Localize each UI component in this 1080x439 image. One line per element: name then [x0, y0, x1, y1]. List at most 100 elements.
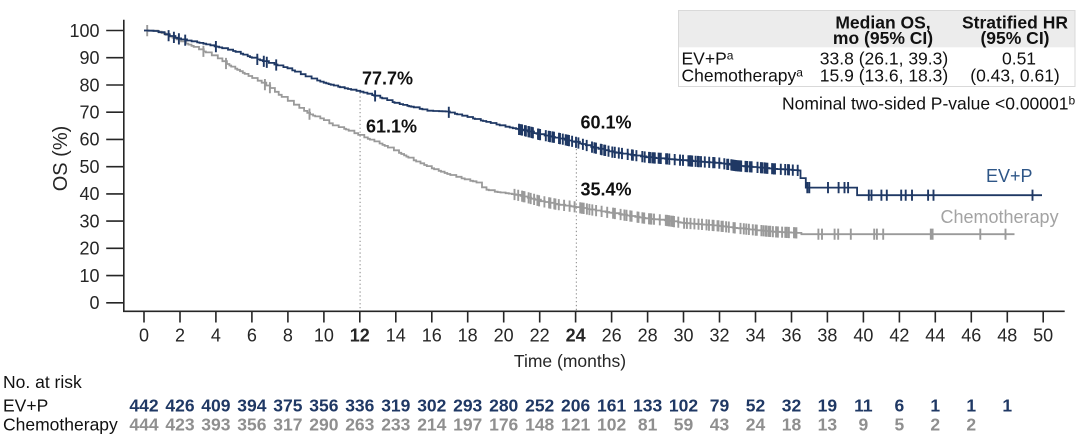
svg-text:102: 102: [597, 415, 626, 435]
svg-text:50: 50: [79, 157, 99, 177]
svg-text:26: 26: [602, 326, 622, 346]
svg-text:18: 18: [782, 415, 802, 435]
svg-text:176: 176: [489, 415, 518, 435]
svg-text:9: 9: [859, 415, 869, 435]
svg-text:252: 252: [525, 396, 554, 416]
svg-text:30: 30: [673, 326, 693, 346]
svg-text:20: 20: [79, 239, 99, 259]
svg-text:Time (months): Time (months): [514, 351, 626, 371]
svg-text:40: 40: [853, 326, 873, 346]
svg-text:133: 133: [633, 396, 662, 416]
svg-text:46: 46: [961, 326, 981, 346]
svg-text:11: 11: [854, 396, 873, 416]
svg-text:233: 233: [381, 415, 410, 435]
svg-text:70: 70: [79, 103, 99, 123]
svg-text:426: 426: [165, 396, 194, 416]
svg-text:24: 24: [746, 415, 766, 435]
svg-text:206: 206: [561, 396, 590, 416]
svg-text:Nominal two-sided P-value <0.0: Nominal two-sided P-value <0.00001b: [782, 94, 1076, 114]
svg-text:356: 356: [309, 396, 338, 416]
svg-text:36: 36: [781, 326, 801, 346]
svg-text:33.8 (26.1, 39.3): 33.8 (26.1, 39.3): [820, 49, 948, 69]
svg-text:280: 280: [489, 396, 518, 416]
svg-text:60.1%: 60.1%: [581, 113, 632, 133]
svg-text:Median OS,: Median OS,: [835, 13, 930, 33]
svg-text:No. at risk: No. at risk: [3, 372, 82, 392]
svg-text:6: 6: [895, 396, 905, 416]
svg-text:38: 38: [817, 326, 837, 346]
svg-text:10: 10: [79, 266, 99, 286]
svg-text:263: 263: [345, 415, 374, 435]
svg-text:43: 43: [710, 415, 730, 435]
svg-text:423: 423: [165, 415, 194, 435]
svg-text:5: 5: [895, 415, 905, 435]
svg-text:22: 22: [530, 326, 550, 346]
svg-text:50: 50: [1033, 326, 1053, 346]
svg-text:60: 60: [79, 130, 99, 150]
svg-text:32: 32: [709, 326, 729, 346]
svg-text:42: 42: [889, 326, 909, 346]
svg-text:35.4%: 35.4%: [581, 180, 632, 200]
svg-text:293: 293: [453, 396, 482, 416]
svg-text:12: 12: [350, 326, 370, 346]
svg-text:444: 444: [129, 415, 158, 435]
svg-text:(0.43, 0.61): (0.43, 0.61): [970, 66, 1060, 86]
svg-text:15.9 (13.6, 18.3): 15.9 (13.6, 18.3): [820, 66, 948, 86]
svg-text:30: 30: [79, 211, 99, 231]
svg-text:52: 52: [746, 396, 766, 416]
svg-text:197: 197: [453, 415, 482, 435]
svg-text:4: 4: [211, 326, 221, 346]
svg-text:32: 32: [782, 396, 802, 416]
svg-text:302: 302: [417, 396, 446, 416]
svg-text:19: 19: [818, 396, 838, 416]
svg-text:34: 34: [745, 326, 765, 346]
svg-text:121: 121: [561, 415, 590, 435]
svg-text:24: 24: [566, 326, 586, 346]
svg-text:14: 14: [386, 326, 406, 346]
svg-text:28: 28: [638, 326, 658, 346]
svg-text:Chemotherapya: Chemotherapya: [682, 66, 804, 86]
svg-text:375: 375: [273, 396, 302, 416]
svg-text:Stratified HR: Stratified HR: [962, 13, 1068, 33]
svg-text:EV+Pa: EV+Pa: [682, 49, 734, 69]
svg-text:148: 148: [525, 415, 554, 435]
svg-text:442: 442: [129, 396, 158, 416]
svg-text:393: 393: [201, 415, 230, 435]
svg-text:44: 44: [925, 326, 945, 346]
svg-text:214: 214: [417, 415, 446, 435]
svg-text:0: 0: [89, 293, 99, 313]
svg-text:20: 20: [494, 326, 514, 346]
svg-text:2: 2: [930, 415, 940, 435]
svg-text:EV+P: EV+P: [986, 166, 1033, 186]
svg-text:394: 394: [237, 396, 266, 416]
svg-text:81: 81: [638, 415, 658, 435]
svg-text:61.1%: 61.1%: [366, 117, 417, 137]
svg-text:mo (95% CI): mo (95% CI): [833, 28, 933, 48]
svg-text:1: 1: [1002, 396, 1012, 416]
svg-text:18: 18: [458, 326, 478, 346]
svg-text:1: 1: [966, 396, 976, 416]
svg-text:79: 79: [710, 396, 730, 416]
svg-text:0.51: 0.51: [1002, 49, 1036, 69]
svg-text:(95% CI): (95% CI): [980, 28, 1049, 48]
svg-text:2: 2: [966, 415, 976, 435]
svg-text:16: 16: [422, 326, 442, 346]
svg-text:336: 336: [345, 396, 374, 416]
svg-text:6: 6: [247, 326, 257, 346]
svg-text:100: 100: [69, 21, 99, 41]
svg-text:59: 59: [674, 415, 694, 435]
svg-text:161: 161: [597, 396, 626, 416]
svg-text:102: 102: [669, 396, 698, 416]
svg-text:EV+P: EV+P: [3, 396, 48, 416]
svg-text:290: 290: [309, 415, 338, 435]
svg-text:Chemotherapy: Chemotherapy: [941, 207, 1059, 227]
svg-text:OS (%): OS (%): [50, 126, 72, 192]
svg-text:13: 13: [818, 415, 838, 435]
svg-text:90: 90: [79, 48, 99, 68]
svg-text:0: 0: [139, 326, 149, 346]
svg-text:2: 2: [175, 326, 185, 346]
svg-text:1: 1: [930, 396, 940, 416]
svg-text:356: 356: [237, 415, 266, 435]
svg-text:40: 40: [79, 184, 99, 204]
svg-text:77.7%: 77.7%: [362, 69, 413, 89]
